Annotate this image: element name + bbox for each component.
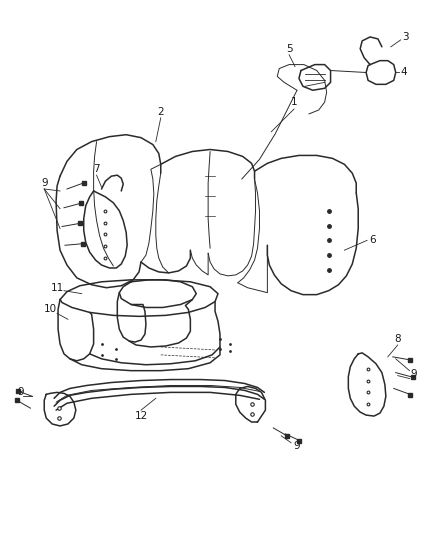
Text: 1: 1 — [291, 97, 297, 107]
Text: 2: 2 — [157, 107, 164, 117]
Text: 9: 9 — [294, 441, 300, 451]
Text: 12: 12 — [134, 411, 148, 421]
Text: 7: 7 — [93, 164, 100, 174]
Text: 4: 4 — [400, 68, 407, 77]
Text: 10: 10 — [44, 304, 57, 314]
Text: 9: 9 — [17, 387, 24, 398]
Text: 8: 8 — [394, 334, 401, 344]
Text: 5: 5 — [286, 44, 293, 54]
Text: 6: 6 — [370, 236, 376, 245]
Text: 11: 11 — [50, 282, 64, 293]
Text: 3: 3 — [402, 32, 409, 42]
Text: 9: 9 — [41, 178, 48, 188]
Text: 9: 9 — [410, 369, 417, 378]
